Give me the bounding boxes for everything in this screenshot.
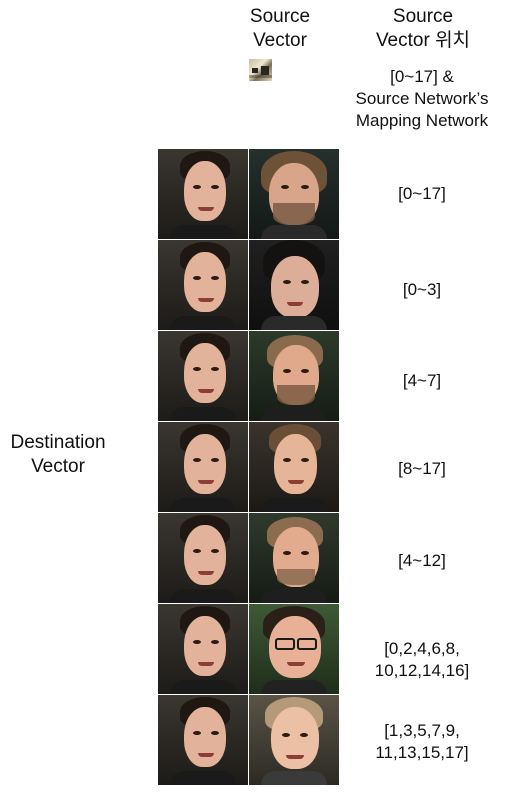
result-face-image <box>249 331 339 421</box>
row-label: [4~7] <box>344 370 500 392</box>
source-vector-position-header: Source Vector 위치 <box>340 5 506 53</box>
destination-face-image <box>158 513 248 603</box>
note-line: Source Network’s <box>355 89 489 108</box>
row-label-line: [0,2,4,6,8, <box>384 639 460 658</box>
result-face-image <box>249 513 339 603</box>
destination-face-image <box>158 149 248 239</box>
result-face-image <box>249 149 339 239</box>
row-label: [0,2,4,6,8, 10,12,14,16] <box>344 638 500 682</box>
row-label-line: [0~3] <box>402 280 442 299</box>
row-label-line: 11,13,15,17] <box>375 743 469 762</box>
row-label-line: 10,12,14,16] <box>374 661 470 680</box>
note-line: [0~17] & <box>390 67 454 86</box>
header-line: Source <box>392 6 454 27</box>
row-label: [1,3,5,7,9, 11,13,15,17] <box>344 720 500 764</box>
destination-face-image <box>158 422 248 512</box>
result-face-image <box>249 695 339 785</box>
row-label-line: [4~12] <box>398 551 446 570</box>
row-label-line: [0~17] <box>398 184 446 203</box>
destination-line: Destination <box>10 432 106 453</box>
row-label-line: [1,3,5,7,9, <box>384 721 460 740</box>
row-label: [4~12] <box>344 550 500 572</box>
destination-vector-label: Destination Vector <box>0 431 116 479</box>
destination-face-image <box>158 695 248 785</box>
destination-face-image <box>158 331 248 421</box>
row-label: [8~17] <box>344 458 500 480</box>
row-label: [0~3] <box>344 279 500 301</box>
source-vector-thumbnail <box>249 59 272 81</box>
result-face-image <box>249 604 339 694</box>
header-line: Vector <box>253 30 307 51</box>
row-label-line: [4~7] <box>402 371 442 390</box>
row-label-line: [8~17] <box>398 459 446 478</box>
header-line: Source <box>249 6 311 27</box>
source-vector-header: Source Vector <box>232 5 328 53</box>
face-grid <box>158 149 340 787</box>
destination-face-image <box>158 240 248 330</box>
row-label: [0~17] <box>344 183 500 205</box>
result-face-image <box>249 422 339 512</box>
destination-face-image <box>158 604 248 694</box>
header-line: Vector 위치 <box>375 30 471 51</box>
note-line: Mapping Network <box>355 111 489 130</box>
destination-line: Vector <box>31 456 85 477</box>
source-mapping-note: [0~17] & Source Network’s Mapping Networ… <box>336 66 508 132</box>
result-face-image <box>249 240 339 330</box>
